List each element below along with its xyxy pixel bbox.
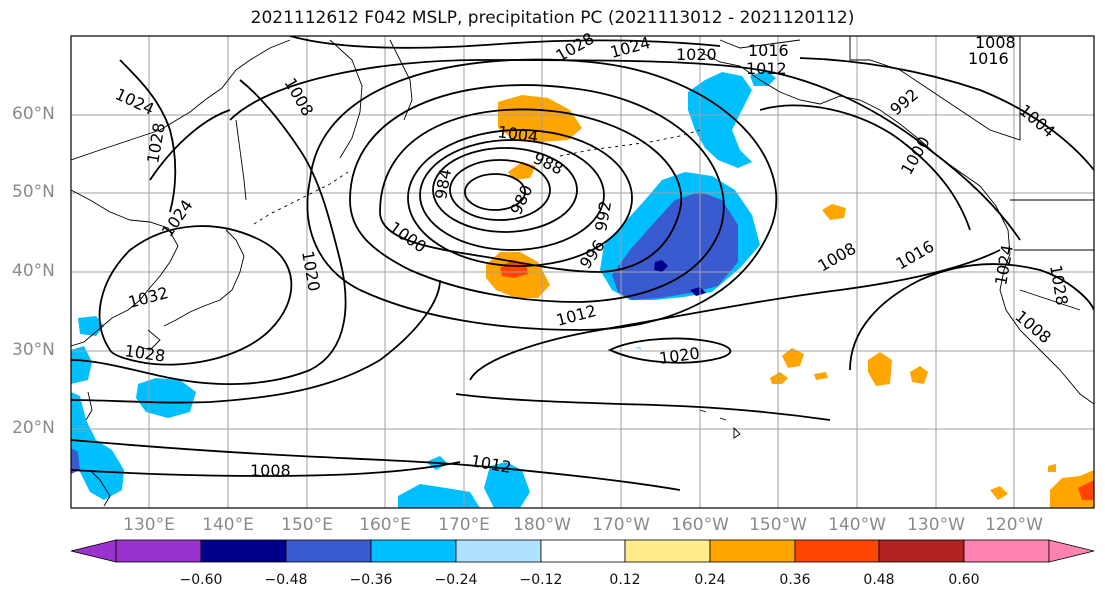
isobar-label: 1024: [608, 33, 652, 62]
colorbar-segment: [624, 539, 711, 563]
colorbar-segment: [963, 539, 1050, 563]
isobar-label: 1024: [158, 196, 197, 240]
lon-label: 170°E: [438, 515, 490, 535]
isobar-label: 992: [591, 199, 615, 232]
isobar-label: 1000: [897, 133, 934, 178]
colorbar-segment: [115, 539, 202, 563]
isobar-label: 1008: [250, 461, 291, 480]
isobar-label: 1012: [469, 451, 512, 477]
map-title: 2021112612 F042 MSLP, precipitation PC (…: [250, 8, 855, 28]
colorbar-segment: [794, 539, 880, 563]
isobar-label: 1032: [126, 283, 170, 312]
colorbar-tick-label: 0.60: [948, 572, 980, 588]
colorbar-segment: [540, 539, 626, 563]
colorbar-segment: [370, 539, 457, 563]
colorbar-tick-label: 0.36: [779, 572, 811, 588]
isobar-label: 1016: [968, 49, 1009, 68]
lon-label: 130°W: [907, 515, 965, 535]
colorbar-extend-high: [1048, 539, 1095, 563]
colorbar-tick-label: −0.12: [519, 572, 563, 588]
lat-label: 20°N: [12, 418, 55, 438]
lat-label: 30°N: [12, 340, 55, 360]
colorbar-tick-label: 0.48: [863, 572, 895, 588]
colorbar-segment: [455, 539, 542, 563]
lon-label: 160°W: [671, 515, 729, 535]
lon-label: 160°E: [359, 515, 411, 535]
isobar-label: 1016: [893, 237, 938, 274]
isobar-label: 1012: [746, 59, 787, 78]
colorbar-tick-label: −0.24: [434, 572, 478, 588]
colorbar-segment: [285, 539, 372, 563]
lat-label: 50°N: [12, 182, 55, 202]
lon-label: 170°W: [592, 515, 650, 535]
isobar-label: 1020: [676, 45, 717, 64]
isobar-label: 1028: [143, 121, 169, 164]
lon-label: 150°E: [281, 515, 333, 535]
lon-label: 140°E: [202, 515, 254, 535]
colorbar-extend-low: [70, 539, 117, 563]
isobar-label: 1024: [991, 243, 1017, 286]
isobar-label: 1020: [298, 249, 324, 292]
colorbar-segment: [200, 539, 287, 563]
isobar-label: 992: [886, 85, 922, 119]
lon-label: 120°W: [985, 515, 1043, 535]
lat-label: 40°N: [12, 261, 55, 281]
isobar-label: 1028: [123, 341, 166, 365]
isobar-label: 1020: [658, 343, 701, 367]
colorbar-tick-label: −0.36: [349, 572, 393, 588]
lon-label: 180°W: [513, 515, 571, 535]
isobar-lines: [71, 36, 1094, 491]
isobar-label: 1012: [554, 301, 598, 330]
precipitation-fills: [71, 70, 1094, 508]
isobar-label-layer: 1028 1024 1020 1016 1012 1008 1016 1008 …: [112, 29, 1072, 480]
map-frame: [70, 35, 1095, 509]
colorbar: [70, 539, 1095, 563]
colorbar-segment: [709, 539, 796, 563]
isobar-label: 1024: [112, 84, 157, 118]
lat-label: 60°N: [12, 104, 55, 124]
isobar-label: 1016: [748, 41, 789, 60]
colorbar-tick-label: −0.60: [179, 572, 223, 588]
colorbar-tick-label: 0.24: [694, 572, 726, 588]
lon-label: 150°W: [749, 515, 807, 535]
graticule: [71, 36, 1094, 508]
isobar-label: 1000: [386, 218, 430, 257]
isobar-label: 988: [530, 148, 566, 178]
lon-label: 130°E: [123, 515, 175, 535]
colorbar-tick-label: 0.12: [609, 572, 641, 588]
isobar-label: 1008: [281, 75, 318, 120]
isobar-label: 1004: [1015, 101, 1058, 142]
isobar-label: 1008: [815, 239, 860, 276]
colorbar-tick-label: −0.48: [264, 572, 308, 588]
colorbar-segment: [878, 539, 965, 563]
isobar-label: 1008: [975, 33, 1016, 52]
lon-label: 140°W: [828, 515, 886, 535]
